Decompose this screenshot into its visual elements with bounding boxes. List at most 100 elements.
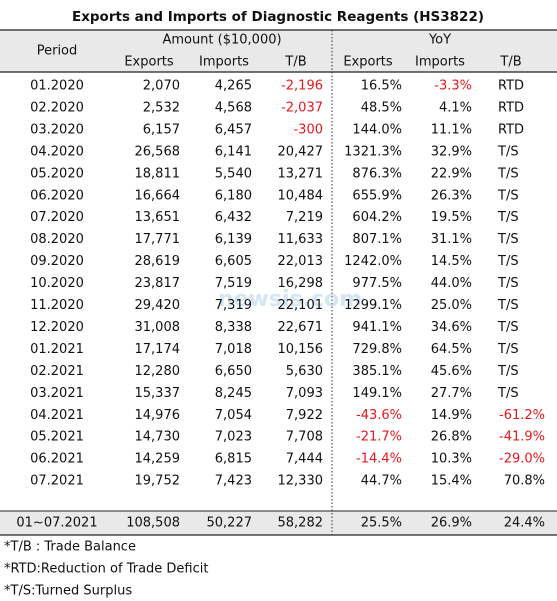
value-cell: 26.3% (431, 188, 472, 203)
value-cell: 4,568 (215, 100, 252, 115)
value-cell: 13,651 (135, 210, 181, 225)
value-cell: 70.8% (504, 474, 545, 489)
period-cell: 07.2020 (30, 210, 84, 225)
value-cell: 385.1% (352, 364, 402, 379)
value-cell: 28,619 (135, 254, 181, 269)
value-cell: 16,664 (135, 188, 181, 203)
value-cell: T/S (497, 364, 519, 379)
value-cell: 149.1% (352, 386, 402, 401)
value-cell: 31.1% (431, 232, 472, 247)
value-cell: T/S (497, 188, 519, 203)
value-cell: 729.8% (352, 342, 402, 357)
value-cell: 10.3% (431, 452, 472, 467)
sub-header: Exports (343, 55, 393, 70)
value-cell: 31,008 (135, 320, 181, 335)
footnote: *RTD:Reduction of Trade Deficit (4, 562, 208, 577)
period-cell: 04.2020 (30, 144, 84, 159)
value-cell: 29,420 (135, 298, 181, 313)
period-cell: 04.2021 (30, 408, 84, 423)
value-cell: 6,141 (215, 144, 252, 159)
period-cell: 03.2021 (30, 386, 84, 401)
value-cell: 44.7% (361, 474, 402, 489)
value-cell: T/S (497, 232, 519, 247)
value-cell: 50,227 (207, 516, 253, 531)
value-cell: T/S (497, 166, 519, 181)
value-cell: T/S (497, 342, 519, 357)
value-cell: 19.5% (431, 210, 472, 225)
value-cell: -2,196 (281, 79, 323, 94)
period-cell: 01.2020 (30, 79, 84, 94)
value-cell: 19,752 (135, 474, 181, 489)
footnote: *T/S:Turned Surplus (4, 584, 132, 599)
value-cell: 7,922 (286, 408, 323, 423)
value-cell: 48.5% (361, 100, 402, 115)
value-cell: 26,568 (135, 144, 181, 159)
value-cell: 22,671 (278, 320, 324, 335)
value-cell: -21.7% (356, 430, 402, 445)
value-cell: 22.9% (431, 166, 472, 181)
value-cell: 17,174 (135, 342, 181, 357)
header-band (0, 30, 557, 72)
value-cell: 6,432 (215, 210, 252, 225)
title: Exports and Imports of Diagnostic Reagen… (72, 9, 484, 25)
value-cell: 7,054 (215, 408, 252, 423)
value-cell: 23,817 (135, 276, 181, 291)
value-cell: 6,180 (215, 188, 252, 203)
value-cell: 807.1% (352, 232, 402, 247)
value-cell: -61.2% (499, 408, 545, 423)
value-cell: 14.9% (431, 408, 472, 423)
value-cell: 12,280 (135, 364, 181, 379)
value-cell: 5,630 (286, 364, 323, 379)
header: YoY (428, 33, 451, 48)
value-cell: 32.9% (431, 144, 472, 159)
sub-header: Imports (199, 55, 249, 70)
value-cell: -41.9% (499, 430, 545, 445)
value-cell: 18,811 (135, 166, 181, 181)
header: Period (37, 44, 78, 59)
value-cell: 7,708 (286, 430, 323, 445)
value-cell: 2,532 (143, 100, 180, 115)
value-cell: 876.3% (352, 166, 402, 181)
value-cell: 14.5% (431, 254, 472, 269)
value-cell: 22,013 (278, 254, 324, 269)
value-cell: 6,457 (215, 122, 252, 137)
total-band (0, 511, 557, 535)
value-cell: T/S (497, 210, 519, 225)
value-cell: 4.1% (439, 100, 472, 115)
value-cell: 13,271 (278, 166, 324, 181)
value-cell: 10,156 (278, 342, 324, 357)
value-cell: -43.6% (356, 408, 402, 423)
period-cell: 01.2021 (30, 342, 84, 357)
sub-header: T/B (284, 55, 306, 70)
value-cell: 7,023 (215, 430, 252, 445)
value-cell: T/S (497, 144, 519, 159)
value-cell: 16,298 (278, 276, 324, 291)
value-cell: 58,282 (278, 516, 324, 531)
value-cell: 8,338 (215, 320, 252, 335)
sub-header: Imports (415, 55, 465, 70)
value-cell: -2,037 (281, 100, 323, 115)
value-cell: 8,245 (215, 386, 252, 401)
value-cell: 10,484 (278, 188, 324, 203)
value-cell: 7,093 (286, 386, 323, 401)
value-cell: 4,265 (215, 79, 252, 94)
value-cell: 14,730 (135, 430, 181, 445)
header: Amount ($10,000) (162, 33, 281, 48)
value-cell: 7,018 (215, 342, 252, 357)
value-cell: 977.5% (352, 276, 402, 291)
value-cell: T/S (497, 298, 519, 313)
sub-header: T/B (499, 55, 521, 70)
value-cell: 14,976 (135, 408, 181, 423)
value-cell: 7,519 (215, 276, 252, 291)
period-cell: 06.2020 (30, 188, 84, 203)
value-cell: 25.5% (361, 516, 402, 531)
value-cell: 25.0% (431, 298, 472, 313)
period-cell: 03.2020 (30, 122, 84, 137)
value-cell: 7,219 (286, 210, 323, 225)
value-cell: -3.3% (434, 79, 472, 94)
value-cell: T/S (497, 276, 519, 291)
value-cell: 7,423 (215, 474, 252, 489)
period-cell: 08.2020 (30, 232, 84, 247)
value-cell: 14,259 (135, 452, 181, 467)
value-cell: 15.4% (431, 474, 472, 489)
